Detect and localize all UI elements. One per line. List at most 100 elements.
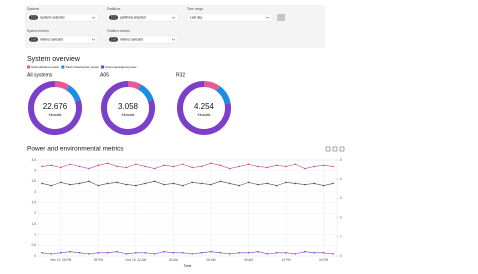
data-point xyxy=(59,166,62,169)
y2-tick-label: 1 xyxy=(340,235,342,239)
data-point xyxy=(228,182,231,185)
data-point xyxy=(163,250,165,253)
x-tick-label: 09 PM xyxy=(94,258,104,262)
donut-segment xyxy=(177,81,231,135)
data-point xyxy=(257,250,259,253)
y-tick-label: 3.5 xyxy=(32,179,37,183)
data-point xyxy=(163,183,165,186)
chevron xyxy=(265,16,270,19)
data-point xyxy=(88,180,90,183)
y2-tick-label: 4 xyxy=(340,177,342,181)
donut-unit: Kilowatts xyxy=(122,113,135,117)
apply-button[interactable] xyxy=(277,14,285,21)
data-point xyxy=(116,250,118,253)
data-point xyxy=(78,165,81,168)
chip xyxy=(109,37,118,42)
data-point xyxy=(153,180,156,183)
data-point xyxy=(172,252,175,254)
chip-text: 2 / 2 xyxy=(111,15,117,19)
data-point xyxy=(219,252,222,254)
filter-label: Time range xyxy=(187,7,203,11)
data-point xyxy=(332,253,334,255)
y-tick-label: 1 xyxy=(34,233,36,237)
data-point xyxy=(135,184,137,187)
chip-text: 2 / 2 xyxy=(31,15,37,19)
data-point xyxy=(191,166,193,169)
data-point xyxy=(313,165,316,168)
data-point xyxy=(200,252,203,254)
y2-tick-label: 3 xyxy=(340,196,342,200)
data-point xyxy=(322,184,325,187)
chip xyxy=(109,15,118,20)
data-point xyxy=(200,182,203,185)
data-point xyxy=(257,183,259,186)
legend-swatch xyxy=(61,65,65,69)
data-point xyxy=(304,250,306,253)
data-point xyxy=(144,252,147,254)
chip xyxy=(29,15,38,20)
data-point xyxy=(285,252,287,254)
x-tick-label: 09 AM xyxy=(244,258,253,262)
y-tick-label: 1.5 xyxy=(32,222,37,226)
x-tick-label: Nov 14, 06 PM xyxy=(50,258,71,262)
toolbar-icon[interactable] xyxy=(339,146,345,152)
data-point xyxy=(266,182,269,185)
y-tick-label: 3 xyxy=(34,190,36,194)
data-point xyxy=(313,182,316,185)
data-point xyxy=(50,164,53,167)
donut-segment xyxy=(216,86,231,105)
y-tick-label: 4 xyxy=(34,169,36,173)
data-point xyxy=(219,180,222,183)
data-point xyxy=(106,162,109,164)
donut-unit: Kilowatts xyxy=(198,113,211,117)
data-point xyxy=(247,252,250,254)
data-point xyxy=(313,252,316,254)
dropdown[interactable] xyxy=(26,35,99,44)
donut-title: A05 xyxy=(100,72,109,78)
dropdown[interactable] xyxy=(26,13,99,22)
data-point xyxy=(266,253,269,255)
chart-toolbar xyxy=(325,146,345,152)
data-point xyxy=(116,165,118,168)
data-point xyxy=(247,163,250,166)
data-point xyxy=(69,250,71,253)
data-point xyxy=(59,252,62,254)
data-point xyxy=(238,184,240,187)
data-point xyxy=(125,183,128,186)
x-tick-label: 03 AM xyxy=(169,258,178,262)
y-tick-label: 0.5 xyxy=(32,243,37,247)
filter-label: Partitions xyxy=(107,7,121,11)
data-point xyxy=(294,182,297,185)
chevron xyxy=(171,38,176,41)
data-point xyxy=(275,184,278,187)
data-point xyxy=(322,252,325,254)
legend-swatch xyxy=(101,65,105,69)
dropdown[interactable] xyxy=(106,35,179,44)
data-point xyxy=(275,164,278,167)
data-point xyxy=(69,163,71,166)
donut-title: R32 xyxy=(176,72,185,78)
donut-title: All systems xyxy=(27,72,53,78)
chip-text: 2 / 6 xyxy=(31,37,37,41)
data-point xyxy=(41,252,43,254)
dropdown[interactable] xyxy=(106,13,179,22)
data-point xyxy=(275,252,278,254)
data-point xyxy=(97,252,100,254)
toolbar-icon[interactable] xyxy=(325,146,331,152)
donut-unit: Kilowatts xyxy=(49,113,62,117)
x-tick-label: Nov 15, 12 AM xyxy=(125,258,146,262)
data-point xyxy=(97,164,100,167)
data-point xyxy=(41,182,43,185)
donut-segment xyxy=(137,84,154,102)
data-point xyxy=(97,184,100,187)
plot-area xyxy=(37,159,338,257)
data-point xyxy=(106,182,109,185)
toolbar-icon[interactable] xyxy=(332,146,338,152)
data-point xyxy=(116,181,118,184)
data-point xyxy=(228,167,231,170)
data-point xyxy=(50,253,53,255)
data-point xyxy=(285,181,287,184)
dropdown[interactable] xyxy=(186,13,273,22)
donut-value: 4.254 xyxy=(194,102,215,111)
filter-label: Systems xyxy=(27,7,40,11)
